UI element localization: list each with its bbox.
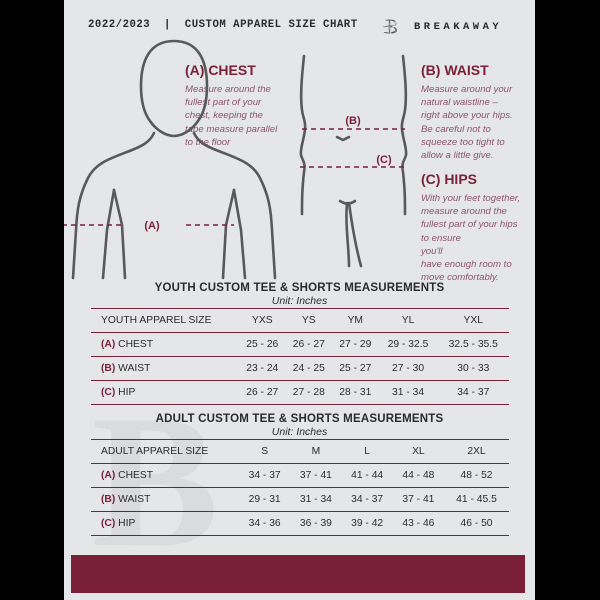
- svg-text:(B): (B): [345, 115, 361, 127]
- svg-text:(C): (C): [376, 154, 392, 166]
